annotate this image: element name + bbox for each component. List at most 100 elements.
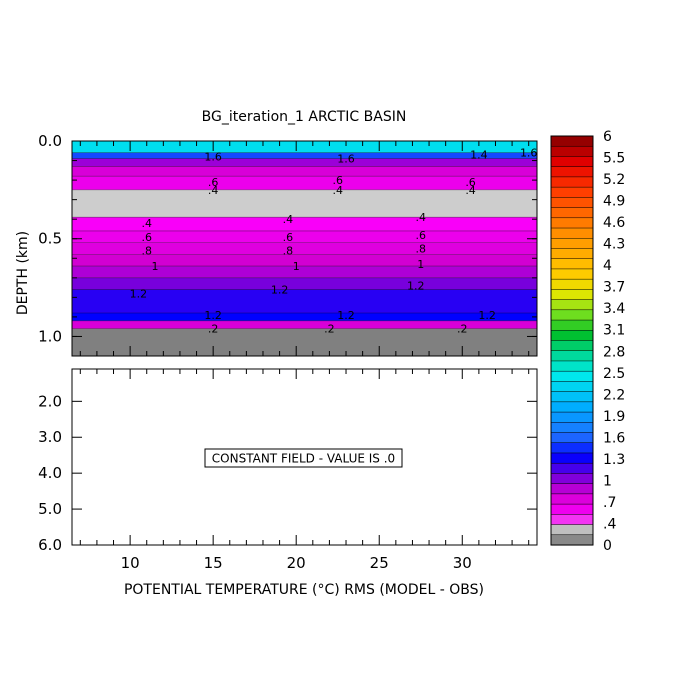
contour-label: .4: [332, 184, 343, 197]
colorbar-swatch: [550, 370, 594, 382]
colorbar-swatch: [550, 401, 594, 413]
contour-band: [72, 158, 537, 167]
colorbar-swatch: [550, 217, 594, 229]
colorbar-swatch: [550, 473, 594, 485]
contour-label: .8: [283, 244, 294, 257]
colorbar-swatch: [550, 432, 594, 444]
contour-label: .4: [208, 184, 219, 197]
x-axis-label: POTENTIAL TEMPERATURE (°C) RMS (MODEL - …: [124, 582, 484, 598]
colorbar-frame: [550, 135, 594, 546]
upper-panel-frame: [71, 140, 538, 357]
colorbar-swatch: [550, 340, 594, 352]
colorbar: 6 5.5 5.2 4.9 4.6 4.3 4 3.7 3.4 3.1 2.8 2.5 2.2 1.9 1.…: [550, 129, 625, 554]
contour-label: 1.2: [130, 287, 148, 300]
contour-band: [72, 189, 537, 218]
colorbar-swatch: [550, 258, 594, 270]
colorbar-swatch: [550, 248, 594, 260]
colorbar-swatch: [550, 268, 594, 280]
y-tick-label: 5.0: [38, 500, 62, 518]
contour-label: 1.2: [407, 280, 425, 293]
colorbar-swatch: [550, 411, 594, 423]
contour-label: .6: [283, 231, 294, 244]
contour-label: .4: [416, 211, 427, 224]
contour-label: .6: [465, 176, 476, 189]
x-tick-label: 30: [453, 554, 472, 572]
y-tick-label: 3.0: [38, 428, 62, 446]
colorbar-label: 2.8: [603, 344, 625, 360]
colorbar-label: .4: [603, 516, 616, 532]
contour-band: [72, 289, 537, 313]
constant-field-box: [204, 448, 403, 468]
colorbar-label: 1.6: [603, 430, 625, 446]
contour-band: [72, 242, 537, 255]
colorbar-label: 3.4: [603, 301, 625, 317]
y-tick-label: 0.0: [38, 132, 62, 150]
colorbar-label: 4: [603, 258, 612, 274]
colorbar-label: 6: [603, 129, 612, 145]
colorbar-swatch: [550, 462, 594, 474]
colorbar-swatch: [550, 452, 594, 464]
colorbar-label: 3.7: [603, 280, 625, 296]
contour-label: .4: [141, 217, 152, 230]
colorbar-label: 1.3: [603, 452, 625, 468]
colorbar-label: 4.9: [603, 194, 625, 210]
contour-band: [72, 166, 537, 177]
colorbar-swatch: [550, 524, 594, 536]
x-tick-label: 25: [370, 554, 389, 572]
contour-label: .8: [141, 244, 152, 257]
colorbar-swatch: [550, 207, 594, 219]
contour-band: [72, 266, 537, 278]
colorbar-swatch: [550, 299, 594, 311]
contour-label: .2: [208, 323, 219, 336]
colorbar-swatch: [550, 186, 594, 198]
colorbar-label: 0: [603, 538, 612, 554]
colorbar-label: 1: [603, 473, 612, 489]
contour-label: 1.2: [271, 284, 289, 297]
contour-label: .6: [141, 231, 152, 244]
y-tick-label: 4.0: [38, 464, 62, 482]
colorbar-label: 2.5: [603, 366, 625, 382]
contour-band: [72, 230, 537, 243]
contour-label: 1.6: [520, 147, 538, 160]
colorbar-label: 3.1: [603, 323, 625, 339]
chart-title: BG_iteration_1 ARCTIC BASIN: [202, 109, 407, 125]
contour-band: [72, 320, 537, 329]
upper-panel: .4.6.811.2.4.6.811.2.4.6.811.2.4.61.6.4.…: [72, 141, 537, 356]
colorbar-swatch: [550, 238, 594, 250]
y-tick-label: 2.0: [38, 392, 62, 410]
colorbar-label: 1.9: [603, 409, 625, 425]
contour-label: 1.2: [478, 309, 496, 322]
colorbar-label: 4.6: [603, 215, 625, 231]
constant-field-annotation: CONSTANT FIELD - VALUE IS .0: [212, 452, 395, 466]
contour-band: [72, 254, 537, 267]
colorbar-swatch: [550, 330, 594, 342]
contour-label: .6: [208, 176, 219, 189]
contour-band: [72, 176, 537, 190]
contour-label: .2: [324, 323, 335, 336]
contour-label: .2: [457, 323, 468, 336]
colorbar-swatch: [550, 350, 594, 362]
colorbar-swatch: [550, 360, 594, 372]
colorbar-swatch: [550, 442, 594, 454]
colorbar-swatch: [550, 227, 594, 239]
contour-label: 1.2: [337, 309, 355, 322]
colorbar-swatch: [550, 166, 594, 178]
colorbar-swatch: [550, 422, 594, 434]
colorbar-swatch: [550, 514, 594, 526]
y-axis-label: DEPTH (km): [15, 231, 31, 315]
axes: 0.0 0.5 1.0 2.0 3.0 4.0 5.0 6.0 10 15 20 25 30: [38, 132, 537, 572]
contour-band: [72, 313, 537, 321]
colorbar-swatch: [550, 319, 594, 331]
contour-band: [72, 277, 537, 290]
colorbar-swatch: [550, 135, 594, 147]
colorbar-swatch: [550, 309, 594, 321]
colorbar-label: 4.3: [603, 237, 625, 253]
contour-label: 1.2: [204, 309, 222, 322]
colorbar-swatch: [550, 391, 594, 403]
contour-label: .6: [416, 229, 427, 242]
contour-label: 1.6: [204, 151, 222, 164]
colorbar-label: 2.2: [603, 387, 625, 403]
contour-band: [72, 141, 537, 153]
colorbar-swatch: [550, 493, 594, 505]
